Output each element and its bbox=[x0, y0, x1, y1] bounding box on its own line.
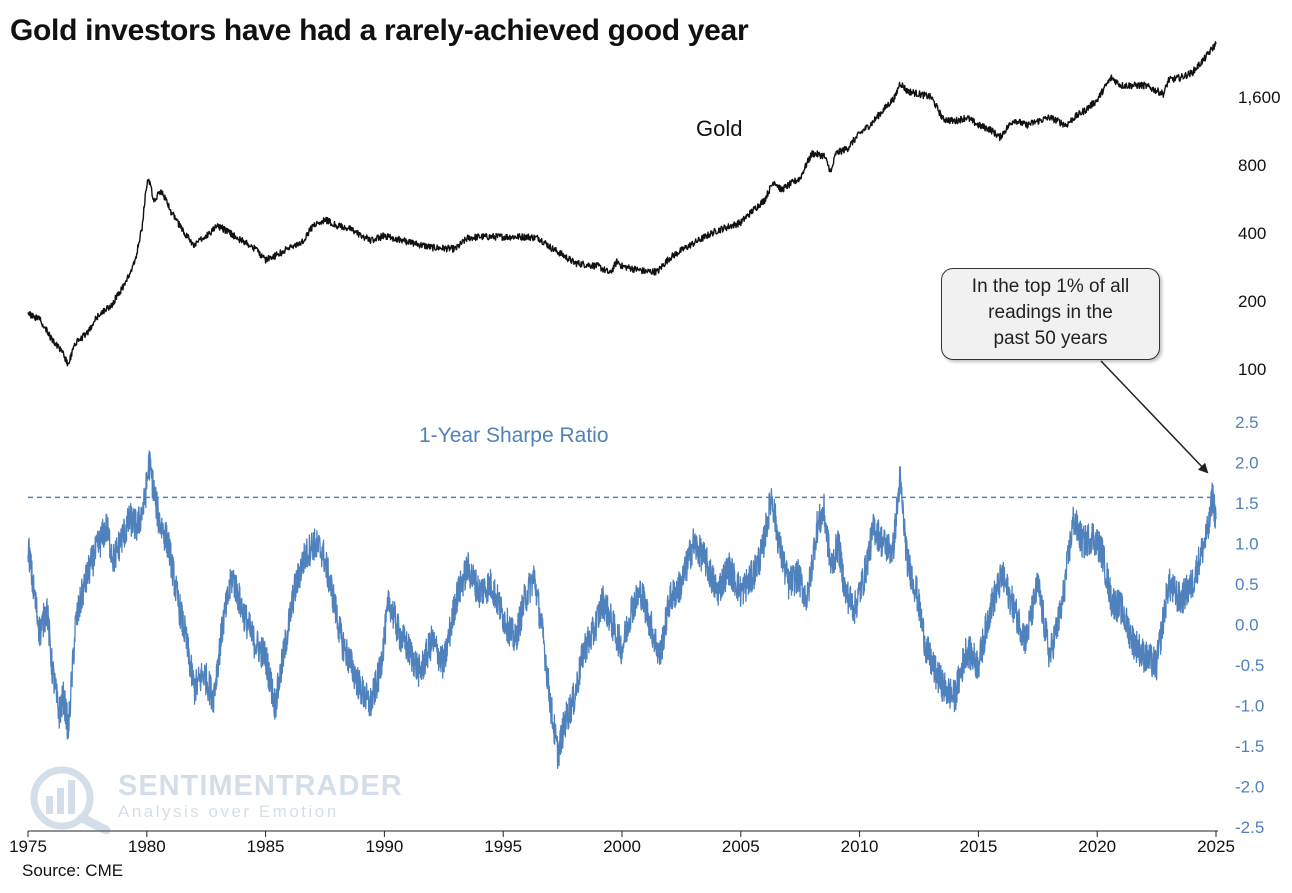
watermark-tagline: Analysis over Emotion bbox=[118, 802, 339, 821]
gold-price-line bbox=[27, 41, 1217, 367]
sharpe-y-tick-label: 0.0 bbox=[1235, 616, 1259, 635]
gold-y-tick-label: 200 bbox=[1238, 292, 1266, 311]
sharpe-y-tick-label: 2.5 bbox=[1235, 413, 1259, 432]
gold-y-tick-label: 1,600 bbox=[1238, 88, 1281, 107]
x-axis-tick-label: 2015 bbox=[959, 837, 997, 856]
callout-box: In the top 1% of all readings in the pas… bbox=[941, 268, 1160, 360]
callout-line-2: readings in the bbox=[988, 302, 1113, 323]
sharpe-series-label: 1-Year Sharpe Ratio bbox=[419, 424, 609, 447]
source-note: Source: CME bbox=[22, 861, 124, 880]
sharpe-y-tick-label: 1.0 bbox=[1235, 535, 1259, 554]
x-axis-tick-label: 1975 bbox=[9, 837, 47, 856]
sharpe-y-tick-label: -0.5 bbox=[1235, 656, 1264, 675]
gold-y-tick-label: 100 bbox=[1238, 360, 1266, 379]
watermark-name: SENTIMENTRADER bbox=[118, 770, 403, 802]
gold-series-label: Gold bbox=[696, 116, 742, 141]
sharpe-y-tick-label: -1.0 bbox=[1235, 697, 1264, 716]
x-axis: 1975 1980 1985 1990 1995 2000 2005 2010 2015 2020… bbox=[9, 830, 1235, 856]
sharpe-y-tick-label: -2.0 bbox=[1235, 778, 1264, 797]
sharpe-y-tick-label: 1.5 bbox=[1235, 494, 1259, 513]
x-axis-tick-label: 2000 bbox=[603, 837, 641, 856]
sharpe-y-tick-label: 2.0 bbox=[1235, 454, 1259, 473]
x-axis-tick-label: 2010 bbox=[841, 837, 879, 856]
chart-title: Gold investors have had a rarely-achieve… bbox=[10, 14, 749, 47]
watermark: SENTIMENTRADER Analysis over Emotion bbox=[26, 764, 402, 835]
x-axis-tick-label: 1985 bbox=[247, 837, 285, 856]
x-axis-tick-label: 2025 bbox=[1197, 837, 1235, 856]
x-axis-tick-label: 2020 bbox=[1078, 837, 1116, 856]
callout-line-3: past 50 years bbox=[993, 328, 1108, 349]
annotation-layer bbox=[1100, 360, 1209, 474]
gold-y-tick-label: 800 bbox=[1238, 156, 1266, 175]
sharpe-y-tick-label: 0.5 bbox=[1235, 575, 1259, 594]
x-axis-tick-label: 1995 bbox=[484, 837, 522, 856]
callout-line-1: In the top 1% of all bbox=[971, 276, 1130, 297]
callout-arrow bbox=[1100, 360, 1209, 474]
sharpe-y-tick-label: -2.5 bbox=[1235, 818, 1264, 837]
watermark-logo-icon bbox=[30, 766, 111, 835]
x-axis-tick-label: 1980 bbox=[128, 837, 166, 856]
x-axis-tick-label: 2005 bbox=[722, 837, 760, 856]
sharpe-y-tick-label: -1.5 bbox=[1235, 737, 1264, 756]
sharpe-ratio-line bbox=[27, 450, 1217, 770]
sharpe-panel: -2.5 -2.0 -1.5 -1.0 -0.5 0.0 0.5 1.0 1.5 2.0 2.5 1-… bbox=[27, 413, 1264, 837]
gold-y-tick-label: 400 bbox=[1238, 224, 1266, 243]
x-axis-tick-label: 1990 bbox=[365, 837, 403, 856]
gold-panel: 100 200 400 800 1,600 Gold bbox=[27, 41, 1281, 379]
